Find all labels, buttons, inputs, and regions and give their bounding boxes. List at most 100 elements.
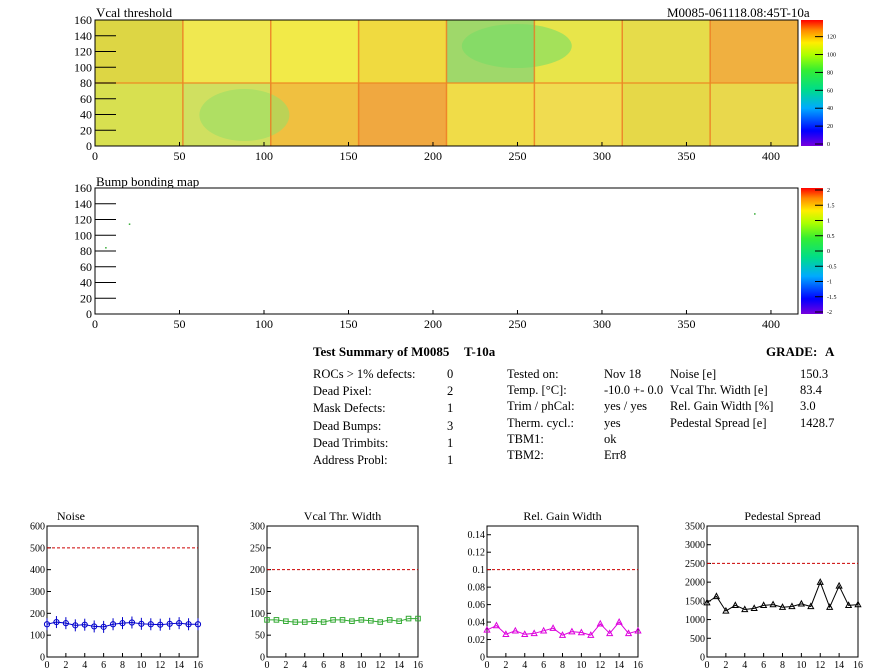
bump-y-tick-label: 160	[74, 181, 92, 195]
chart-title: Noise	[57, 509, 85, 523]
data-point	[577, 628, 586, 636]
y-tick-label: 2000	[685, 578, 705, 589]
chart-2: Rel. Gain Width 0 0.02 0.04 0.06 0.08 0.1 0.12 0…	[468, 509, 644, 671]
vcal-x-tick-label: 400	[762, 149, 780, 163]
chart-0: Noise 0 100 200 300 400 500 600 0 2 4 6 8 10 12 14 16	[30, 509, 203, 671]
bump-y-tick-label: 60	[80, 260, 92, 274]
series-line	[706, 580, 859, 612]
y-tick-label: 300	[30, 587, 45, 598]
vcal-y-tick-label: 80	[80, 76, 92, 90]
y-tick-label: 0	[260, 653, 265, 664]
vcal-x-tick-label: 100	[255, 149, 273, 163]
condition-label: TBM2:	[507, 448, 544, 462]
y-tick-label: 0	[480, 653, 485, 664]
data-point	[549, 624, 557, 631]
y-tick-label: 600	[30, 522, 45, 533]
y-tick-label: 1000	[685, 615, 705, 626]
data-point	[750, 604, 758, 612]
chart-title: Rel. Gain Width	[523, 509, 601, 523]
bump-x-tick-label: 250	[508, 317, 526, 330]
y-tick-label: 2500	[685, 559, 705, 570]
chart-frame	[46, 525, 199, 658]
x-tick-label: 12	[375, 660, 385, 671]
roc-block	[534, 83, 623, 147]
bump-colorbar-tick-label: 1	[827, 219, 830, 225]
data-point	[483, 625, 491, 633]
result-label: Vcal Thr. Width [e]	[670, 383, 768, 398]
data-point	[358, 617, 365, 623]
data-point	[568, 627, 576, 635]
y-tick-label: 0.14	[468, 530, 486, 541]
data-point	[835, 581, 843, 589]
x-tick-label: 10	[136, 660, 146, 671]
bump-y-tick-label: 100	[74, 228, 92, 242]
data-point	[778, 603, 787, 610]
y-tick-label: 0.04	[468, 618, 486, 629]
y-tick-label: 50	[255, 631, 265, 642]
data-point	[844, 601, 853, 609]
data-point	[330, 617, 336, 623]
x-tick-label: 2	[503, 660, 508, 671]
chart-title: Vcal Thr. Width	[304, 509, 381, 523]
green-patch	[199, 89, 290, 141]
chart-1: Vcal Thr. Width 0 50 100 150 200 250 300 0 2 4 6 8 10…	[250, 509, 423, 671]
defect-value: 1	[447, 435, 454, 450]
x-tick-label: 0	[45, 660, 50, 671]
x-tick-label: 10	[796, 660, 806, 671]
x-tick-label: 16	[633, 660, 643, 671]
y-tick-label: 0	[40, 653, 45, 664]
bump-x-tick-label: 300	[593, 317, 611, 330]
x-tick-label: 6	[541, 660, 546, 671]
defect-label: Address Probl:	[313, 453, 388, 467]
y-tick-label: 0.12	[468, 548, 486, 559]
defect-label: Dead Bumps:	[313, 418, 382, 433]
x-tick-label: 8	[780, 660, 785, 671]
vcal-y-tick-label: 0	[86, 139, 92, 153]
bump-x-tick-label: 400	[762, 317, 780, 330]
x-tick-label: 8	[120, 660, 125, 671]
data-point	[386, 617, 393, 623]
roc-block	[622, 83, 711, 147]
defect-value: 0	[447, 367, 454, 381]
y-tick-label: 200	[250, 565, 265, 576]
roc-block	[182, 20, 272, 84]
series-line	[486, 621, 639, 636]
vcal-x-tick-label: 200	[424, 149, 442, 163]
bump-y-tick-label: 0	[86, 307, 92, 321]
x-tick-label: 8	[560, 660, 565, 671]
bump-bonding-heatmap	[95, 188, 798, 314]
roc-block	[358, 20, 447, 84]
x-tick-label: 8	[340, 660, 345, 671]
data-point	[405, 615, 412, 622]
x-tick-label: 2	[63, 660, 68, 671]
bump-x-tick-label: 50	[173, 317, 185, 330]
y-tick-label: 0	[700, 653, 705, 664]
defect-value: 1	[447, 453, 454, 467]
summary-test-label: T-10a	[464, 344, 496, 359]
result-label: Rel. Gain Width [%]	[670, 399, 774, 414]
y-tick-label: 0.08	[468, 583, 486, 594]
bump-colorbar-tick-label: -2	[827, 310, 832, 316]
x-tick-label: 16	[413, 660, 423, 671]
defect-label: Mask Defects:	[313, 401, 386, 416]
data-point	[273, 617, 280, 623]
roc-block	[270, 20, 360, 84]
vcal-y-tick-label: 120	[74, 45, 92, 59]
bump-x-tick-label: 150	[339, 317, 357, 330]
condition-value: Err8	[604, 448, 627, 462]
condition-label: TBM1:	[507, 431, 544, 446]
defect-label: Dead Trimbits:	[313, 435, 389, 450]
data-point	[349, 618, 355, 624]
data-point	[741, 605, 749, 613]
data-point	[339, 617, 346, 623]
data-point	[807, 602, 815, 610]
defect-label: ROCs > 1% defects:	[313, 367, 416, 381]
data-point	[797, 599, 806, 607]
data-point	[615, 618, 623, 625]
data-point	[826, 603, 834, 610]
x-tick-label: 12	[155, 660, 165, 671]
x-tick-label: 16	[853, 660, 863, 671]
x-tick-label: 4	[742, 660, 747, 671]
y-tick-label: 100	[30, 631, 45, 642]
condition-label: Tested on:	[507, 367, 559, 381]
